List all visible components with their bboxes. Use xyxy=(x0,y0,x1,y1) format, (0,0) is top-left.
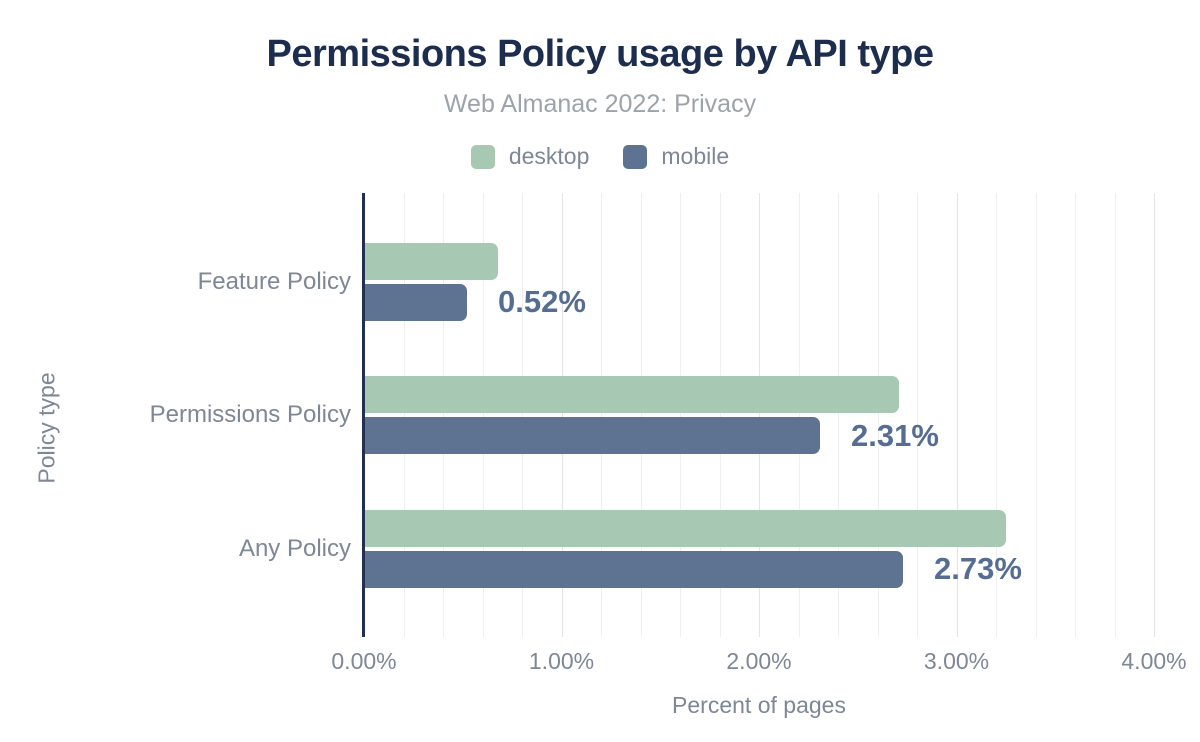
bar-desktop-permissions-policy[interactable] xyxy=(364,376,899,413)
legend: desktop mobile xyxy=(0,143,1200,170)
gridline xyxy=(601,193,602,637)
legend-swatch-desktop-icon xyxy=(470,144,495,169)
x-tick-label-200: 2.00% xyxy=(726,648,792,674)
gridline xyxy=(443,193,444,637)
bar-desktop-any-policy[interactable] xyxy=(364,510,1006,547)
x-tick-label-000: 0.00% xyxy=(331,648,397,674)
x-axis-title: Percent of pages xyxy=(672,692,846,718)
x-tick-label-300: 3.00% xyxy=(923,648,990,674)
y-axis-line xyxy=(362,193,365,637)
bar-mobile-any-policy[interactable] xyxy=(364,551,903,588)
value-label-any-policy: 2.73% xyxy=(934,551,1022,586)
bar-mobile-feature-policy[interactable] xyxy=(364,284,467,321)
gridline xyxy=(996,193,997,637)
gridline xyxy=(720,193,721,637)
gridline xyxy=(1036,193,1037,637)
gridline xyxy=(680,193,681,637)
legend-item-mobile[interactable]: mobile xyxy=(623,143,729,170)
value-label-feature-policy: 0.52% xyxy=(498,284,586,319)
value-label-permissions-policy: 2.31% xyxy=(851,417,939,453)
gridline xyxy=(917,193,918,637)
category-label-any-policy: Any Policy xyxy=(238,534,351,562)
gridline xyxy=(759,193,760,637)
x-tick-label-100: 1.00% xyxy=(528,648,595,674)
gridline xyxy=(641,193,642,637)
category-label-feature-policy: Feature Policy xyxy=(197,267,351,295)
category-label-permissions-policy: Permissions Policy xyxy=(149,401,351,428)
gridline xyxy=(1115,193,1116,637)
gridline xyxy=(1154,193,1155,637)
gridline xyxy=(562,193,563,637)
gridline xyxy=(404,193,405,637)
chart-title: Permissions Policy usage by API type xyxy=(266,33,934,75)
bar-desktop-feature-policy[interactable] xyxy=(364,243,498,280)
gridline xyxy=(878,193,879,637)
gridline xyxy=(483,193,484,637)
gridline xyxy=(838,193,839,637)
plot-area xyxy=(364,193,1164,637)
chart-subtitle: Web Almanac 2022: Privacy xyxy=(443,90,757,118)
legend-label-mobile: mobile xyxy=(661,143,730,169)
gridline xyxy=(1075,193,1076,637)
gridline xyxy=(957,193,958,637)
legend-swatch-mobile-icon xyxy=(623,144,648,169)
legend-item-desktop[interactable]: desktop xyxy=(470,143,590,170)
legend-label-desktop: desktop xyxy=(508,143,590,169)
gridline xyxy=(522,193,523,637)
x-tick-label-400: 4.00% xyxy=(1121,648,1187,674)
gridline xyxy=(799,193,800,637)
bar-mobile-permissions-policy[interactable] xyxy=(364,417,820,454)
